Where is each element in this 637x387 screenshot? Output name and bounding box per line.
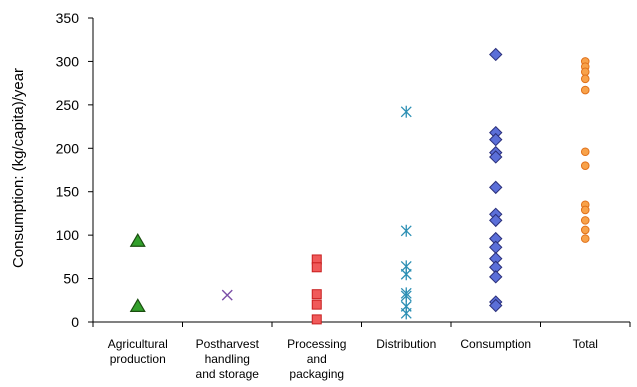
y-tick-label: 50 — [63, 271, 79, 287]
data-point-diamond — [489, 298, 503, 313]
data-point-asterisk — [400, 105, 412, 118]
x-category-label: Distribution — [376, 337, 436, 351]
data-point-diamond — [489, 150, 503, 164]
y-tick-label: 300 — [56, 53, 80, 69]
data-point-triangle — [129, 298, 146, 312]
data-point-diamond — [489, 270, 503, 284]
data-point-circle — [580, 74, 590, 84]
x-category-label: Consumption — [460, 337, 531, 351]
data-point-triangle — [129, 233, 146, 247]
data-point-square — [311, 289, 322, 300]
y-axis-label: Consumption: (kg/capita)/year — [10, 68, 27, 268]
y-tick-label: 350 — [56, 10, 80, 26]
data-point-x — [221, 289, 233, 301]
data-point-circle — [580, 234, 590, 243]
data-point-square — [311, 262, 322, 273]
data-point-diamond — [489, 240, 503, 255]
y-tick-label: 100 — [56, 227, 80, 243]
data-point-diamond — [489, 213, 503, 228]
y-tick-label: 0 — [71, 314, 79, 330]
data-point-square — [311, 299, 322, 310]
data-point-diamond — [489, 47, 503, 62]
x-category-label: Total — [573, 337, 598, 351]
y-tick-label: 150 — [56, 184, 80, 200]
y-tick-label: 250 — [56, 97, 80, 113]
data-point-asterisk — [400, 268, 412, 281]
x-category-label: Agricultural production — [108, 337, 168, 366]
data-point-asterisk — [400, 224, 412, 237]
data-point-circle — [580, 147, 590, 157]
data-point-circle — [580, 205, 590, 215]
data-point-circle — [580, 161, 590, 170]
data-point-circle — [580, 225, 590, 235]
x-category-label: Processing and packaging — [287, 337, 346, 381]
data-point-circle — [580, 216, 590, 225]
y-tick-label: 200 — [56, 140, 80, 156]
data-point-asterisk — [400, 289, 412, 302]
data-point-diamond — [489, 180, 503, 195]
data-point-square — [311, 314, 322, 325]
data-point-diamond — [489, 132, 503, 147]
data-point-asterisk — [400, 307, 412, 320]
data-point-circle — [580, 85, 590, 95]
x-category-label: Postharvest handling and storage — [196, 337, 260, 381]
